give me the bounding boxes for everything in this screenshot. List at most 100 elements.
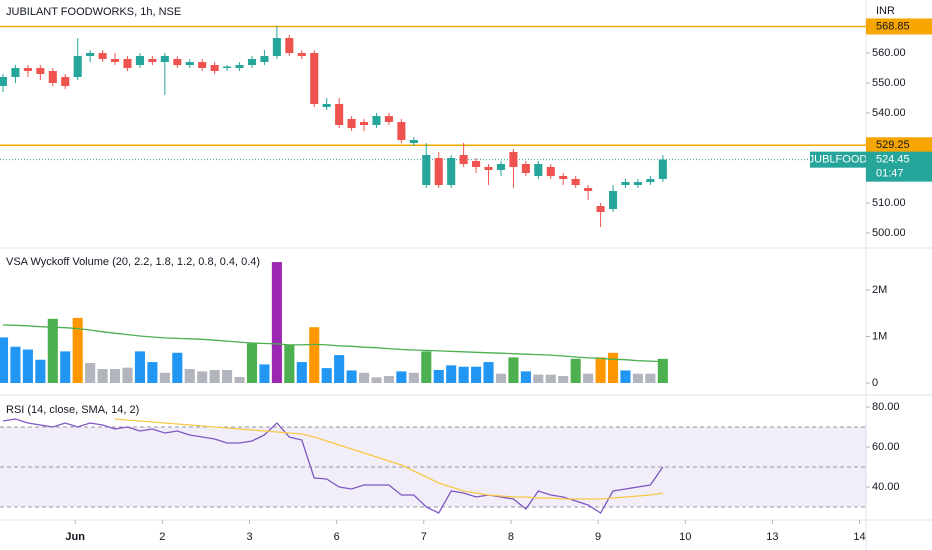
level-label: 529.25: [876, 139, 910, 151]
volume-bar: [657, 358, 668, 384]
volume-bar: [583, 373, 594, 384]
candle-body: [110, 59, 120, 63]
candle-body: [447, 158, 456, 186]
candle-body: [148, 59, 157, 63]
x-tick-label: Jun: [65, 531, 85, 543]
volume-bar: [309, 327, 320, 384]
price-tag: [866, 151, 932, 182]
volume-bar: [545, 374, 556, 384]
volume-bar: [346, 370, 357, 384]
volume-bar: [595, 357, 606, 384]
candle-body: [472, 161, 481, 168]
volume-bar: [383, 376, 394, 384]
volume-bar: [0, 337, 9, 384]
volume-title: VSA Wyckoff Volume (20, 2.2, 1.8, 1.2, 0…: [6, 256, 260, 268]
candle-body: [397, 122, 406, 141]
volume-bar: [408, 372, 419, 384]
volume-bar: [159, 372, 170, 384]
volume-bar: [184, 369, 195, 384]
candle-body: [608, 191, 618, 210]
y-tick-label: 2M: [872, 284, 887, 296]
candle-body: [646, 179, 655, 183]
candle-body: [621, 182, 630, 186]
volume-bar: [22, 349, 33, 384]
y-tick-label: 560.00: [872, 47, 906, 59]
candle-body: [571, 179, 580, 186]
volume-bar: [334, 355, 345, 384]
candle-body: [335, 104, 344, 126]
volume-bar: [60, 351, 71, 384]
volume-bar: [222, 369, 233, 384]
symbol-tag: [810, 151, 866, 168]
volume-bar: [433, 369, 444, 384]
volume-bar: [396, 371, 407, 384]
level-label: 568.85: [876, 20, 910, 32]
candle-body: [73, 56, 82, 78]
candle-body: [534, 164, 543, 177]
candle-body: [36, 68, 45, 75]
candle-body: [11, 68, 20, 78]
volume-bar: [134, 351, 145, 384]
line: [2, 418, 664, 514]
volume-bar: [607, 352, 619, 384]
candle-body: [359, 122, 369, 126]
volume-bar: [47, 318, 58, 384]
countdown-label: 01:47: [876, 168, 904, 180]
y-tick-label: 550.00: [872, 77, 906, 89]
volume-bar: [35, 359, 46, 384]
candle-body: [347, 119, 356, 129]
currency: INR: [876, 5, 895, 17]
candle-body: [272, 38, 281, 57]
candle-body: [434, 158, 443, 186]
volume-bar: [85, 363, 96, 384]
candle-body: [521, 164, 530, 174]
x-tick-label: 6: [334, 531, 340, 543]
candle-body: [496, 164, 506, 171]
candle-body: [509, 152, 518, 168]
volume-bar: [72, 317, 83, 384]
volume-bar: [109, 369, 121, 384]
x-tick-label: 9: [595, 531, 601, 543]
candle-body: [160, 56, 169, 63]
candle-body: [98, 53, 107, 60]
volume-bar: [284, 344, 295, 384]
candle-body: [173, 59, 182, 66]
volume-bar: [495, 373, 507, 384]
candle-body: [123, 59, 132, 69]
volume-bar: [97, 369, 108, 384]
y-tick-label: 0: [872, 377, 878, 389]
y-tick-label: 500.00: [872, 227, 906, 239]
volume-bar: [122, 367, 133, 384]
volume-bar: [296, 362, 307, 384]
x-tick-label: 3: [246, 531, 252, 543]
candle-body: [459, 155, 468, 165]
volume-bar: [10, 346, 21, 384]
candle-body: [198, 62, 207, 69]
candle-body: [0, 77, 8, 87]
volume-bar: [421, 351, 432, 384]
y-tick-label: 40.00: [872, 481, 900, 493]
candle-body: [23, 68, 32, 72]
price-label: 524.45: [876, 154, 910, 166]
candle-body: [61, 77, 70, 87]
candle-body: [297, 53, 306, 57]
candle-body: [86, 53, 95, 57]
symbol-label: JUBLFOOD: [809, 154, 868, 166]
y-tick-label: 510.00: [872, 197, 906, 209]
volume-bar: [209, 369, 220, 384]
line: [2, 324, 663, 363]
volume-bar: [234, 376, 245, 384]
candle-body: [285, 38, 294, 54]
volume-bar: [558, 376, 569, 384]
candle-body: [484, 167, 493, 171]
volume-bar: [172, 352, 183, 384]
candle-body: [596, 206, 605, 213]
candle-body: [322, 104, 331, 108]
candle-body: [135, 56, 144, 66]
candle-body: [210, 65, 219, 72]
candle-body: [546, 167, 555, 177]
candle-body: [48, 71, 57, 84]
candle-body: [422, 155, 431, 186]
